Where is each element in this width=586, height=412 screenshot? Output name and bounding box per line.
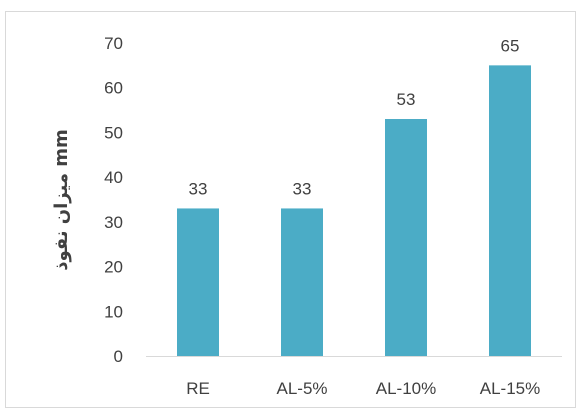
- y-tick-label: 0: [114, 347, 123, 366]
- bar: [385, 119, 427, 356]
- y-tick-label: 40: [104, 168, 123, 187]
- data-label: 53: [397, 90, 416, 109]
- data-labels: 33 33 53 65: [189, 36, 520, 198]
- y-axis-title: میزان نفوذ mm: [51, 129, 72, 271]
- data-label: 33: [189, 179, 208, 198]
- bar: [489, 65, 531, 356]
- y-tick-label: 70: [104, 34, 123, 53]
- y-tick-label: 60: [104, 79, 123, 98]
- x-tick-label: AL-10%: [376, 379, 436, 398]
- bar: [281, 208, 323, 356]
- y-tick-label: 10: [104, 302, 123, 321]
- data-label: 33: [293, 179, 312, 198]
- bar: [177, 208, 219, 356]
- x-tick-label: RE: [186, 379, 210, 398]
- y-tick-label: 50: [104, 123, 123, 142]
- x-axis-ticks: RE AL-5% AL-10% AL-15%: [186, 379, 540, 398]
- y-tick-label: 20: [104, 258, 123, 277]
- x-tick-label: AL-5%: [276, 379, 327, 398]
- x-tick-label: AL-15%: [480, 379, 540, 398]
- data-label: 65: [501, 36, 520, 55]
- y-tick-label: 30: [104, 213, 123, 232]
- y-axis-ticks: 0 10 20 30 40 50 60 70: [104, 34, 123, 366]
- bars: [177, 65, 531, 356]
